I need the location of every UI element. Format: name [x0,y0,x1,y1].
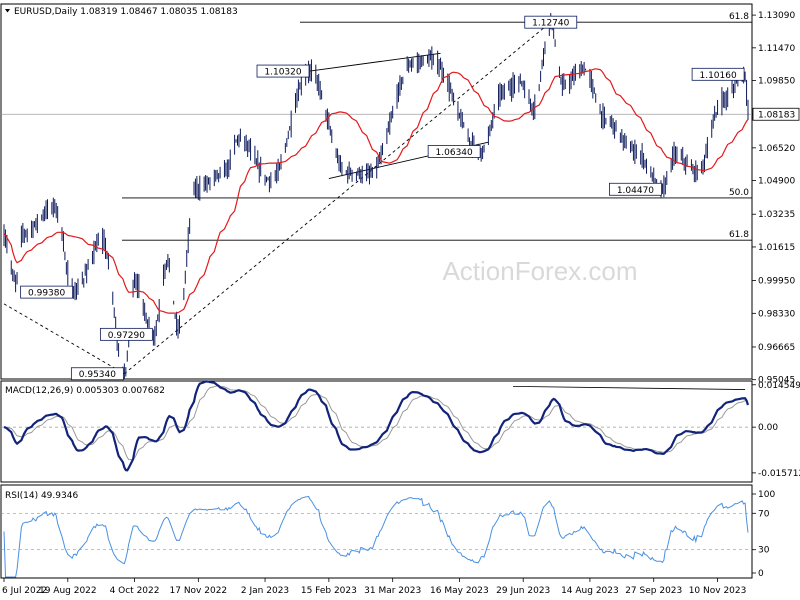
price-tick-label-0: 0.95045 [758,376,795,386]
swing-box-6 [609,182,662,196]
swing-box-0 [70,367,124,381]
price-tick-label-4: 1.01615 [758,243,795,253]
rsi-panel-frame [0,484,753,579]
fib-label-2: 61.8 [729,230,749,240]
swing-box-1 [99,327,153,341]
macd-divergence-line [513,385,746,390]
x-tick-label-1: 19 Aug 2022 [39,586,97,596]
rsi-tick-label-0: 100 [758,490,775,500]
macd-tick-label-2: -0.015712 [758,469,800,479]
x-tick-label-5: 15 Feb 2023 [301,586,357,596]
price-panel-frame [0,3,753,380]
price-tick-label-7: 1.06520 [758,144,795,154]
header-arrow-icon [5,9,10,13]
price-tick-label-5: 1.03235 [758,210,795,220]
x-tick-label-0: 6 Jul 2022 [2,586,47,596]
swing-box-7 [691,67,745,81]
macd-tick-label-0: 0.014549 [758,381,800,391]
trend-main-dashed [124,21,552,375]
macd-label: MACD(12,26,9) 0.005303 0.007682 [5,386,165,396]
price-tick-label-2: 0.98330 [758,309,795,319]
x-tick-label-2: 4 Oct 2022 [110,586,160,596]
macd-panel-frame [0,380,753,483]
swing-label-0: 0.95340 [79,370,116,380]
price-tick-label-3: 0.99950 [758,277,795,287]
channel-upper-line [309,52,441,72]
x-tick-label-4: 2 Jan 2023 [241,586,289,596]
price-tick-label-10: 1.11470 [758,44,795,54]
swing-label-3: 1.10320 [264,68,301,78]
price-tick-label-8-box [752,107,800,121]
rsi-tick-label-1: 70 [758,509,770,519]
x-tick-label-8: 29 Jun 2023 [496,586,550,596]
price-tick-label-11: 1.13090 [758,11,795,21]
rsi-tick-label-3: 0 [758,569,764,579]
rsi-tick-label-2: 30 [758,546,770,556]
swing-label-4: 1.06340 [436,148,473,158]
symbol-header: EURUSD,Daily 1.08319 1.08467 1.08035 1.0… [14,7,238,17]
macd-tick-label-1: 0.00 [758,423,778,433]
x-tick-label-3: 17 Nov 2022 [170,586,228,596]
swing-label-6: 1.04470 [617,186,654,196]
price-tick-label-8: 1.08183 [758,110,795,120]
price-tick-label-9: 1.09850 [758,77,795,87]
swing-box-2 [20,285,74,299]
x-tick-label-6: 31 Mar 2023 [364,586,421,596]
macd-line [3,380,750,472]
rsi-label: RSI(14) 49.9346 [5,491,78,501]
swing-label-1: 0.97290 [108,331,145,341]
swing-label-2: 0.99380 [28,289,65,299]
fib-label-0: 61.8 [729,12,749,22]
x-tick-label-9: 14 Aug 2023 [561,586,619,596]
macd-signal-line [3,385,749,461]
x-tick-label-11: 10 Nov 2023 [689,586,747,596]
moving-average-line [3,68,749,314]
x-tick-label-7: 16 May 2023 [430,586,489,596]
trend-left-dashed [3,303,125,375]
swing-label-7: 1.10160 [699,71,736,81]
swing-box-4 [427,145,481,158]
watermark: ActionForex.com [442,256,637,286]
swing-label-5: 1.12740 [532,19,569,29]
price-tick-label-1: 0.96665 [758,343,795,353]
swing-box-3 [256,64,310,78]
x-tick-label-10: 27 Sep 2023 [625,586,682,596]
price-tick-label-6: 1.04900 [758,177,795,187]
rsi-line [3,495,749,578]
fib-label-1: 50.0 [729,188,749,198]
swing-box-5 [524,15,578,29]
